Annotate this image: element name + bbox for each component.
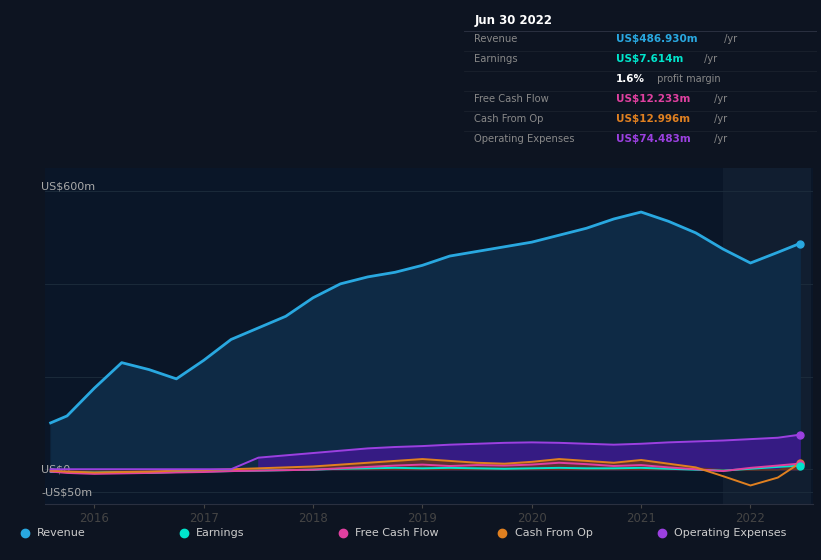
Text: profit margin: profit margin [654, 73, 720, 83]
Text: /yr: /yr [711, 114, 727, 124]
Text: Cash From Op: Cash From Op [475, 114, 544, 124]
Text: Earnings: Earnings [475, 54, 518, 64]
Text: /yr: /yr [721, 34, 736, 44]
Text: /yr: /yr [711, 134, 727, 144]
Text: Operating Expenses: Operating Expenses [475, 134, 575, 144]
Text: US$0: US$0 [41, 464, 71, 474]
Text: Free Cash Flow: Free Cash Flow [475, 94, 549, 104]
Text: US$7.614m: US$7.614m [616, 54, 683, 64]
Text: US$12.233m: US$12.233m [616, 94, 690, 104]
Text: Operating Expenses: Operating Expenses [674, 529, 787, 538]
Text: Cash From Op: Cash From Op [515, 529, 593, 538]
Text: US$74.483m: US$74.483m [616, 134, 690, 144]
Text: Free Cash Flow: Free Cash Flow [355, 529, 439, 538]
Text: US$12.996m: US$12.996m [616, 114, 690, 124]
Text: Jun 30 2022: Jun 30 2022 [475, 13, 553, 26]
Text: /yr: /yr [701, 54, 718, 64]
Text: /yr: /yr [711, 94, 727, 104]
Text: Revenue: Revenue [37, 529, 85, 538]
Text: Earnings: Earnings [196, 529, 245, 538]
Text: US$486.930m: US$486.930m [616, 34, 697, 44]
Text: Revenue: Revenue [475, 34, 518, 44]
Text: 1.6%: 1.6% [616, 73, 644, 83]
Bar [723, 168, 810, 504]
Text: US$600m: US$600m [41, 181, 95, 191]
Text: -US$50m: -US$50m [41, 487, 93, 497]
